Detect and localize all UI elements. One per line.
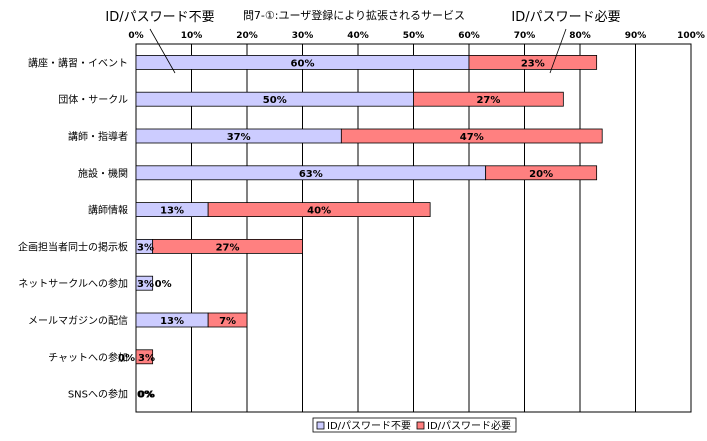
callout-leader [149, 28, 176, 74]
bar-segment [207, 202, 431, 218]
category-label: 施設・機関 [78, 167, 128, 180]
data-label: 0% [137, 390, 154, 401]
x-axis-tick-labels: 0% 10% 20% 30% 40% 50% 60% 70% 80% 90% 100% [128, 31, 705, 41]
category-label: チャットへの参加 [48, 351, 128, 364]
category-label: 講師情報 [88, 204, 128, 217]
legend-label: ID/パスワード不要 [327, 420, 411, 432]
bars [135, 55, 603, 365]
x-tick-label: 30% [292, 31, 314, 41]
category-label: 団体・サークル [58, 94, 128, 106]
callout-label: ID/パスワード不要 [105, 10, 214, 25]
data-label: 0% [138, 390, 155, 401]
data-label: 13% [160, 206, 184, 217]
legend-box [312, 417, 517, 433]
bar-segment [207, 312, 248, 328]
data-labels: 60% 23%50% 27%37% 47%63% 20%13% 40%3% 27%3% 0%1… [118, 58, 553, 400]
x-tick-label: 10% [181, 31, 203, 41]
x-tick-label: 20% [236, 31, 258, 41]
x-tick-label: 50% [403, 31, 425, 41]
data-label: 37% [227, 132, 251, 143]
category-label: 講座・講習・イベント [28, 56, 128, 69]
x-tick-label: 100% [677, 31, 705, 41]
data-label: 63% [299, 169, 323, 180]
data-label: 20% [529, 169, 553, 180]
data-label: 47% [460, 132, 484, 143]
x-tick-label: 90% [625, 31, 647, 41]
data-label: 60% [291, 58, 315, 69]
data-label: 13% [160, 316, 184, 327]
data-label: 3% [137, 242, 154, 253]
category-label: 講師・指導者 [68, 130, 128, 143]
data-label: 27% [216, 242, 240, 253]
legend: ID/パスワード不要 ID/パスワード必要 [312, 417, 517, 433]
x-tick-label: 0% [128, 31, 143, 41]
bar-segment [340, 128, 603, 144]
category-label: メールマガジンの配信 [28, 315, 128, 327]
data-label: 3% [137, 279, 154, 290]
category-label: SNSへの参加 [68, 388, 128, 401]
x-tick-label: 70% [514, 31, 536, 41]
x-tick-label: 40% [347, 31, 369, 41]
bar-segment [413, 91, 564, 107]
data-label: 3% [138, 353, 155, 364]
callouts: ID/パスワード不要 ID/パスワード必要 [105, 10, 621, 74]
category-label: 企画担当者同士の掲示板 [18, 240, 128, 253]
bar-segment [152, 238, 303, 254]
callout-leader [549, 28, 567, 74]
x-tick-label: 80% [569, 31, 591, 41]
callout-label: ID/パスワード必要 [511, 10, 620, 25]
data-label: 0% [118, 353, 135, 364]
data-label: 40% [307, 206, 331, 217]
bar-segment [468, 55, 598, 70]
bar-segment [485, 165, 598, 181]
legend-swatch [416, 421, 425, 430]
category-label: ネットサークルへの参加 [18, 277, 128, 290]
category-labels: 講座・講習・イベント団体・サークル講師・指導者施設・機関講師情報企画担当者同士の… [18, 56, 128, 400]
legend-swatch [316, 421, 325, 430]
data-label: 27% [476, 95, 500, 106]
legend-label: ID/パスワード必要 [427, 419, 511, 432]
bar-segment [135, 349, 154, 365]
data-label: 23% [521, 58, 545, 69]
x-tick-label: 60% [458, 31, 480, 41]
bar-segment [135, 275, 154, 291]
data-label: 50% [263, 95, 287, 106]
data-label: 7% [219, 316, 236, 327]
data-label: 0% [155, 279, 172, 290]
chart-title: 問7-①:ユーザ登録により拡張されるサービス [243, 8, 465, 22]
